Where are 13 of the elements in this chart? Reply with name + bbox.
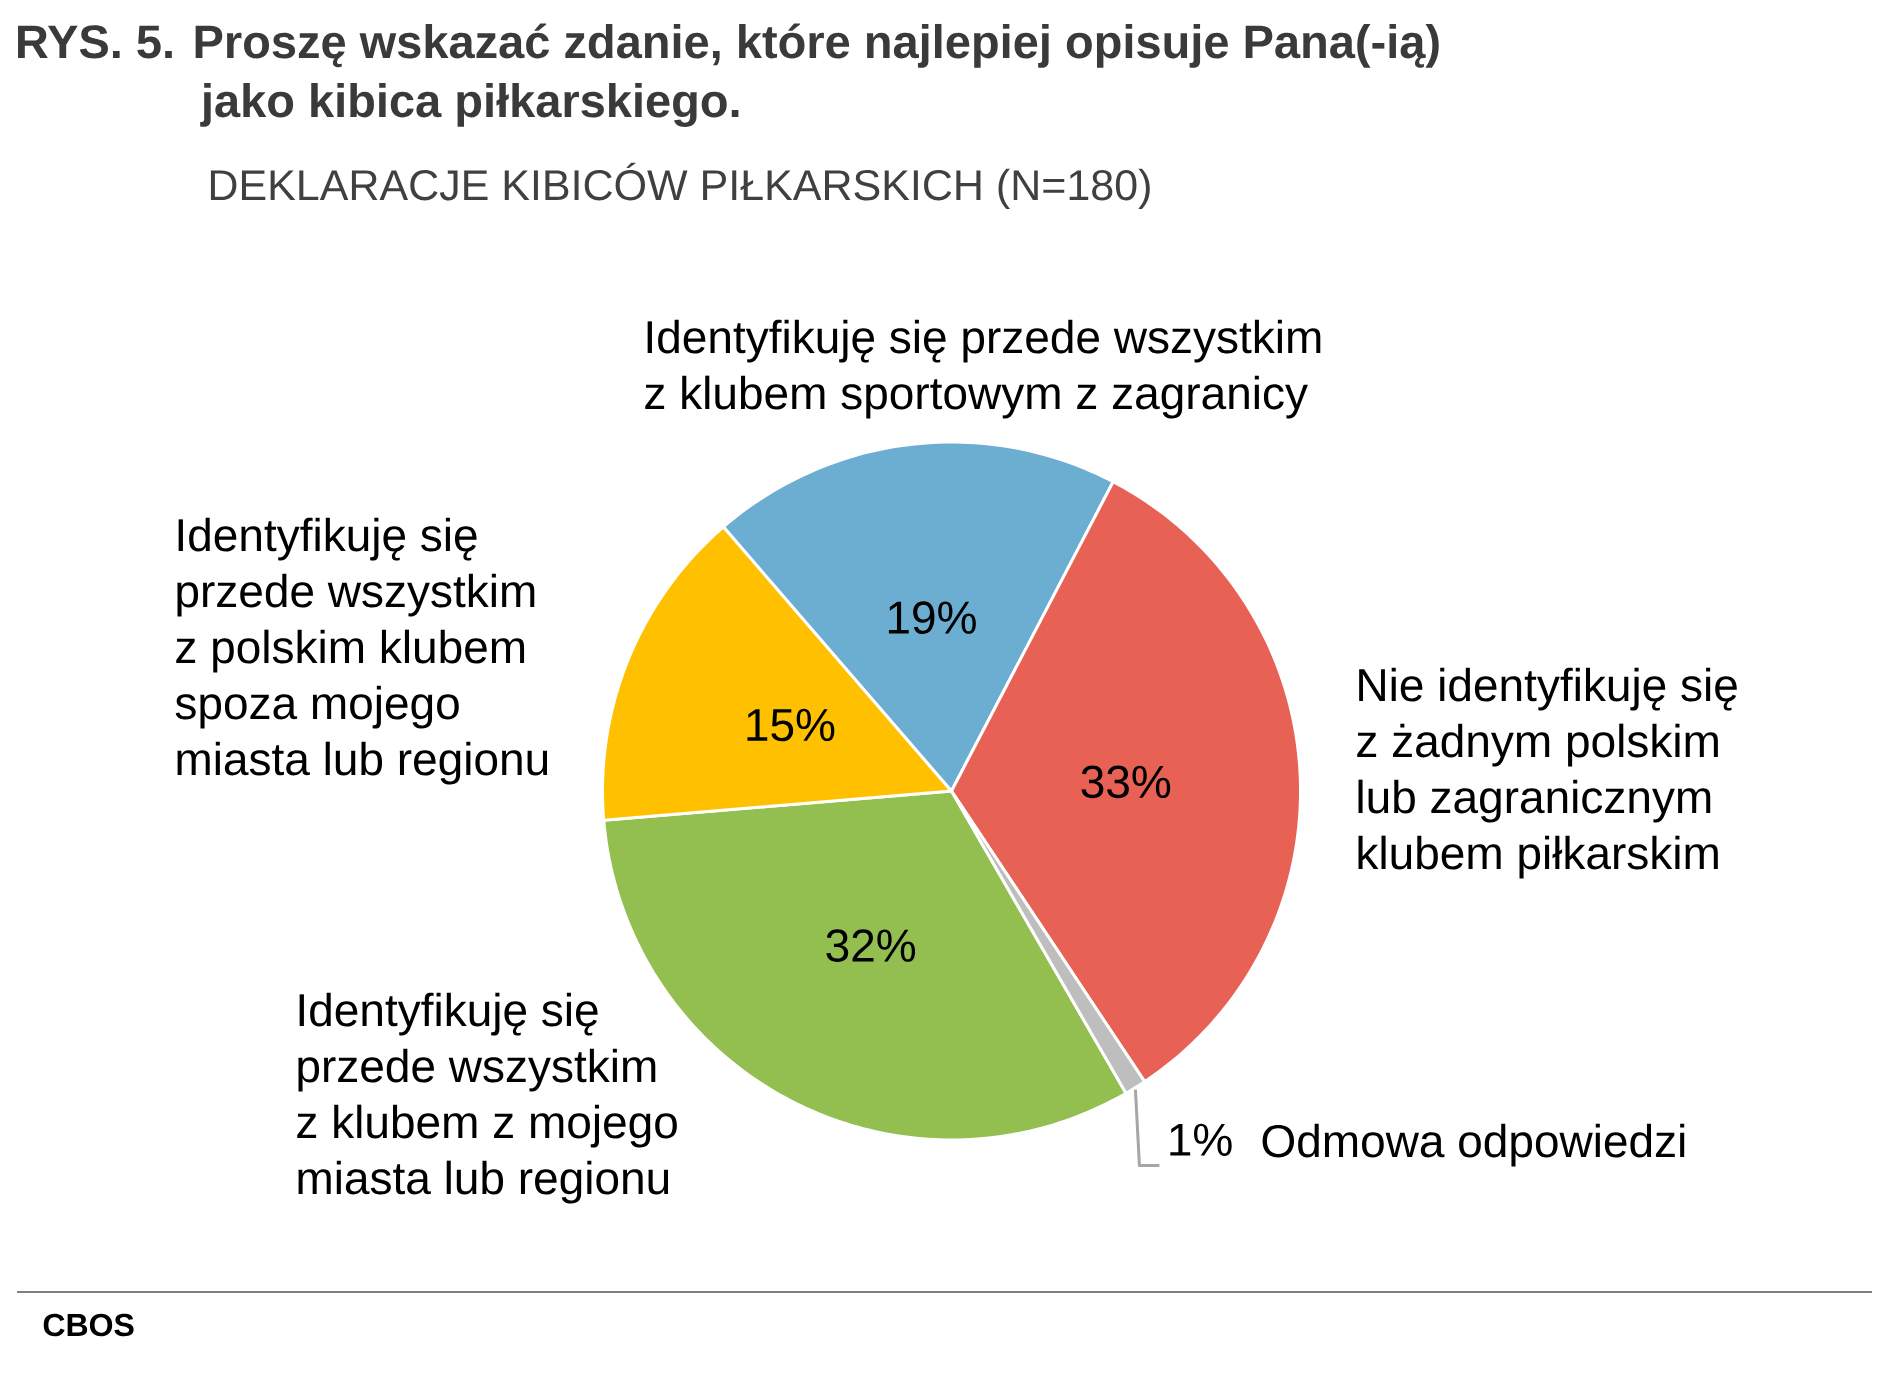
data-label: 33% <box>1081 765 1171 799</box>
chart-title: RYS. 5. Proszę wskazać zdanie, które najlepiej opisuje Pana(-ią) jako kibica piłkarskiego. <box>18 23 1439 127</box>
data-label: 15% <box>747 708 835 742</box>
chart-subtitle: DEKLARACJE KIBICÓW PIŁKARSKICH (N=180) <box>210 162 1150 209</box>
data-label: 32% <box>826 929 916 962</box>
slice-label: Nie identyfikuję się z żadnym polskim lub zagranicznym klubem piłkarskim <box>1357 667 1737 879</box>
data-label: 1% <box>1170 1123 1232 1156</box>
slice-label: Identyfikuję się przede wszystkim z klubem z mojego miasta lub regionu <box>297 992 677 1204</box>
slice-label: Identyfikuję się przede wszystkim z polskim klubem spoza mojego miasta lub regionu <box>175 517 548 785</box>
slice-label: Identyfikuję się przede wszystkim z klubem sportowym z zagranicy <box>645 319 1321 419</box>
text: CBOS <box>43 1313 134 1337</box>
data-label: 19% <box>888 601 976 634</box>
slice-label: Odmowa odpowiedzi <box>1262 1123 1685 1167</box>
